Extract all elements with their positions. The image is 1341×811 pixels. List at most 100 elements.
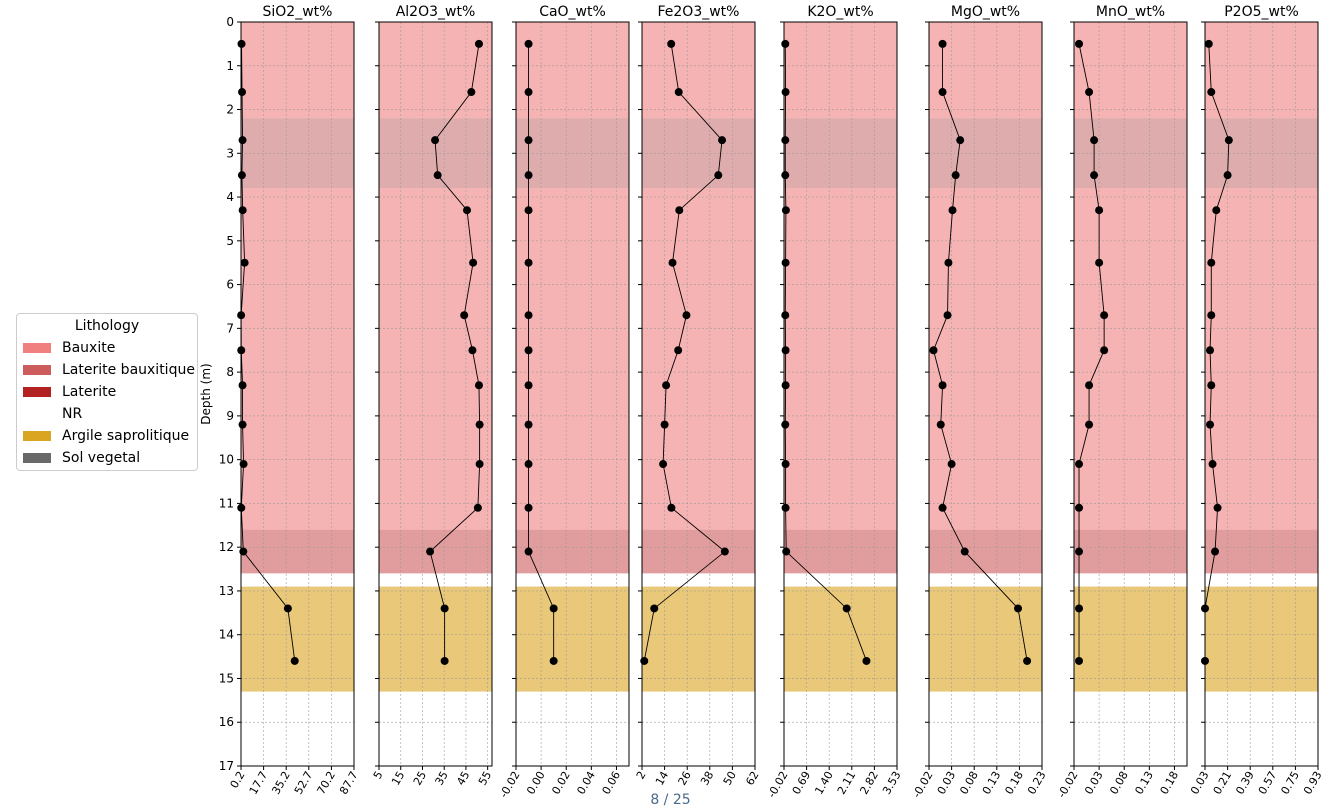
track-frame [783, 21, 898, 767]
data-point [1212, 206, 1221, 215]
data-point [524, 136, 533, 145]
lithology-interval [379, 22, 492, 119]
data-point [1100, 346, 1109, 355]
lithology-interval [642, 586, 755, 692]
track-title: CaO_wt% [539, 4, 606, 20]
data-point [938, 88, 947, 97]
data-point [1207, 88, 1216, 97]
data-point [524, 503, 533, 512]
data-point [1095, 258, 1104, 267]
data-point [524, 311, 533, 320]
lithology-interval [241, 529, 354, 574]
data-point [667, 39, 676, 48]
data-point [1201, 656, 1209, 665]
data-point [237, 346, 246, 355]
data-point [1204, 39, 1213, 48]
y-tick-label: 5 [226, 234, 234, 248]
lithology-interval [1205, 22, 1318, 119]
data-point [938, 503, 947, 512]
track-frame [928, 21, 1043, 767]
x-tick-label: 26 [676, 769, 694, 788]
data-point [675, 206, 684, 215]
data-point [1090, 171, 1099, 180]
legend-label: Laterite bauxitique [62, 362, 195, 378]
data-point [682, 311, 691, 320]
data-point [238, 206, 247, 215]
data-point [1206, 346, 1215, 355]
y-tick-label: 3 [226, 146, 234, 160]
data-point [524, 258, 533, 267]
legend-item: Bauxite [23, 339, 115, 357]
data-point [938, 381, 947, 390]
track-title: Fe2O3_wt% [658, 4, 740, 20]
data-point [936, 420, 945, 429]
data-point [781, 136, 790, 145]
data-point [1014, 604, 1023, 613]
data-point [1085, 88, 1094, 97]
track-title: K2O_wt% [807, 4, 873, 20]
lithology-interval [929, 529, 1042, 574]
lithology-interval [1074, 573, 1187, 587]
track-frame [240, 21, 355, 767]
lithology-interval [642, 573, 755, 587]
data-point [944, 258, 953, 267]
track-title: MnO_wt% [1096, 4, 1165, 20]
track-frame [1204, 21, 1319, 767]
data-point [1085, 381, 1094, 390]
lithology-interval [516, 573, 629, 587]
lithology-interval [379, 573, 492, 587]
data-point [660, 420, 669, 429]
data-point [951, 171, 960, 180]
y-tick-label: 16 [219, 715, 234, 729]
lithology-interval [379, 529, 492, 574]
data-point [929, 346, 938, 355]
data-point [440, 604, 449, 613]
data-point [237, 311, 246, 320]
data-point [237, 503, 246, 512]
y-tick-label: 10 [219, 453, 234, 467]
data-point [718, 136, 727, 145]
data-point [1075, 547, 1084, 556]
y-tick-label: 12 [219, 540, 234, 554]
data-point [524, 39, 533, 48]
data-point [1207, 381, 1216, 390]
track-title: P2O5_wt% [1224, 4, 1299, 20]
x-tick-label: 62 [743, 769, 761, 788]
legend-label: Argile saprolitique [62, 428, 190, 444]
lithology-interval [516, 529, 629, 574]
x-tick-label: 2 [634, 769, 649, 782]
x-tick-label: 14 [653, 769, 671, 788]
data-point [524, 206, 533, 215]
x-tick-label: 15 [389, 769, 407, 788]
legend-label: Sol vegetal [62, 450, 141, 466]
legend-swatch [23, 453, 51, 463]
data-point [781, 346, 790, 355]
data-point [720, 547, 729, 556]
lithology-interval [516, 188, 629, 530]
data-point [1223, 171, 1232, 180]
data-point [667, 503, 676, 512]
data-point [938, 39, 947, 48]
data-point [468, 346, 477, 355]
data-point [659, 460, 668, 469]
track-frame [641, 21, 756, 767]
lithology-interval [241, 573, 354, 587]
data-point [1075, 460, 1084, 469]
data-point [668, 258, 677, 267]
x-tick-label: 45 [454, 769, 472, 788]
x-tick-label: 50 [721, 769, 739, 788]
data-point [640, 656, 649, 665]
data-point [1213, 503, 1222, 512]
data-point [1085, 420, 1094, 429]
data-point [948, 206, 957, 215]
y-tick-label: 1 [226, 59, 234, 73]
data-point [524, 171, 533, 180]
lithology-interval [1074, 529, 1187, 574]
lithology-interval [241, 188, 354, 530]
y-tick-label: 14 [219, 628, 234, 642]
data-point [237, 171, 246, 180]
data-point [1208, 460, 1217, 469]
lithology-interval [1205, 529, 1318, 574]
data-point [524, 460, 533, 469]
